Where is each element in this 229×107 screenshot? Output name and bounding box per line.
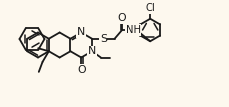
Text: O: O <box>77 65 85 75</box>
Text: N: N <box>77 27 85 37</box>
Text: NH: NH <box>125 25 140 35</box>
Text: Cl: Cl <box>145 4 154 13</box>
Text: N: N <box>87 46 96 56</box>
Text: S: S <box>99 34 106 44</box>
Text: O: O <box>117 13 125 23</box>
